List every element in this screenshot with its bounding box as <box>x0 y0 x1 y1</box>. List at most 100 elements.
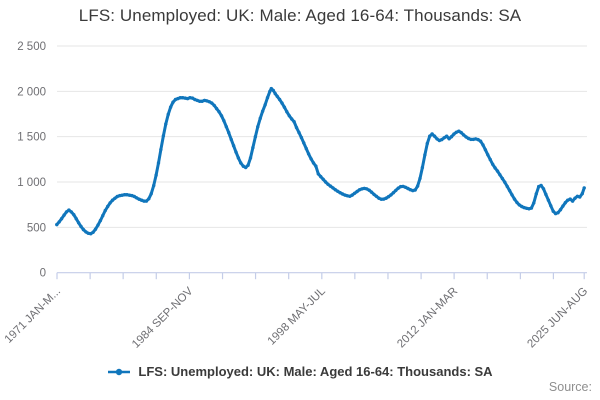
data-point <box>290 117 294 121</box>
data-point <box>316 172 320 176</box>
data-point <box>459 130 463 135</box>
data-point <box>294 125 299 130</box>
data-point <box>161 134 166 138</box>
data-point <box>236 156 241 160</box>
data-point <box>260 109 265 114</box>
data-point <box>512 197 517 201</box>
data-point <box>256 125 260 129</box>
x-tick-labels: 1971 JAN-M... 1984 SEP-NOV 1998 MAY-JUL 201… <box>3 285 591 351</box>
x-tick-label: 2025 JUN-AUG <box>525 285 590 350</box>
y-tick-label: 1 500 <box>17 132 46 144</box>
data-point <box>440 137 444 142</box>
legend-label: LFS: Unemployed: UK: Male: Aged 16-64: T… <box>138 364 493 379</box>
data-point <box>311 161 316 165</box>
data-point <box>449 135 454 139</box>
data-point <box>355 189 359 194</box>
x-tick-label: 1984 SEP-NOV <box>130 285 196 351</box>
data-point <box>108 201 112 205</box>
data-point <box>229 137 233 142</box>
data-point <box>500 176 505 181</box>
data-point <box>234 150 238 154</box>
data-point <box>372 192 376 197</box>
data-point <box>309 157 313 161</box>
data-point <box>287 114 291 118</box>
data-point <box>546 198 551 202</box>
page-title: LFS: Unemployed: UK: Male: Aged 16-64: T… <box>78 6 522 25</box>
data-point <box>271 88 275 93</box>
data-point <box>323 180 328 184</box>
data-point <box>430 132 434 136</box>
data-point <box>391 191 396 195</box>
data-point <box>79 224 83 229</box>
data-point <box>74 217 78 221</box>
data-point <box>573 196 577 200</box>
data-point <box>251 145 255 150</box>
data-point <box>369 190 374 194</box>
data-point <box>244 165 248 170</box>
data-point <box>304 146 308 151</box>
data-point <box>469 137 473 142</box>
data-point <box>486 153 490 157</box>
data-point <box>168 105 173 109</box>
data-point <box>217 110 221 114</box>
legend-item[interactable]: LFS: Unemployed: UK: Male: Aged 16-64: T… <box>0 364 600 379</box>
series-path <box>55 87 586 236</box>
data-point <box>64 210 69 214</box>
data-point <box>159 147 163 152</box>
data-point <box>452 132 456 136</box>
data-point <box>394 188 398 193</box>
data-point <box>563 201 567 205</box>
data-point <box>302 141 306 145</box>
data-point <box>297 130 301 135</box>
data-point <box>152 183 156 188</box>
data-point <box>544 192 548 197</box>
data-point <box>171 100 175 104</box>
chart-svg: 0 500 1 000 1 500 2 000 2 500 1971 JAN-M... 198… <box>3 41 591 351</box>
data-point <box>214 106 219 111</box>
legend-dot <box>116 368 123 375</box>
y-tick-label: 2 000 <box>17 86 46 98</box>
data-point <box>503 180 507 184</box>
data-point <box>321 177 325 181</box>
data-point <box>532 201 536 205</box>
data-point <box>93 227 98 231</box>
data-point <box>464 135 468 139</box>
data-point <box>491 162 495 166</box>
data-point <box>578 195 582 199</box>
data-point <box>263 103 267 107</box>
series-line <box>55 87 586 236</box>
data-point <box>505 184 509 189</box>
y-tick-label: 1 000 <box>17 177 46 189</box>
data-point <box>529 206 534 210</box>
x-axis <box>56 272 587 280</box>
data-point <box>258 116 262 121</box>
data-point <box>556 211 560 215</box>
data-point <box>352 191 357 195</box>
data-point <box>285 110 289 114</box>
data-point <box>481 143 485 147</box>
data-point <box>478 139 483 143</box>
data-point <box>113 196 117 200</box>
source-label: Source: <box>548 380 592 394</box>
y-tick-label: 500 <box>27 222 46 234</box>
data-point <box>420 165 425 170</box>
data-point <box>314 164 318 168</box>
data-point <box>333 188 337 192</box>
data-point <box>558 208 563 212</box>
data-point <box>198 99 202 104</box>
data-point <box>428 134 432 138</box>
y-gridlines <box>57 45 587 228</box>
data-point <box>275 94 279 99</box>
data-point <box>306 152 311 156</box>
data-point <box>110 198 115 202</box>
data-point <box>81 227 86 232</box>
data-point <box>277 97 282 102</box>
data-point <box>367 188 371 192</box>
data-point <box>154 173 158 177</box>
y-tick-label: 2 500 <box>17 41 46 53</box>
data-point <box>551 209 555 213</box>
data-point <box>76 221 81 225</box>
data-point <box>396 186 400 190</box>
data-point <box>72 213 76 217</box>
x-tick-label: 2012 JAN-MAR <box>395 285 460 350</box>
